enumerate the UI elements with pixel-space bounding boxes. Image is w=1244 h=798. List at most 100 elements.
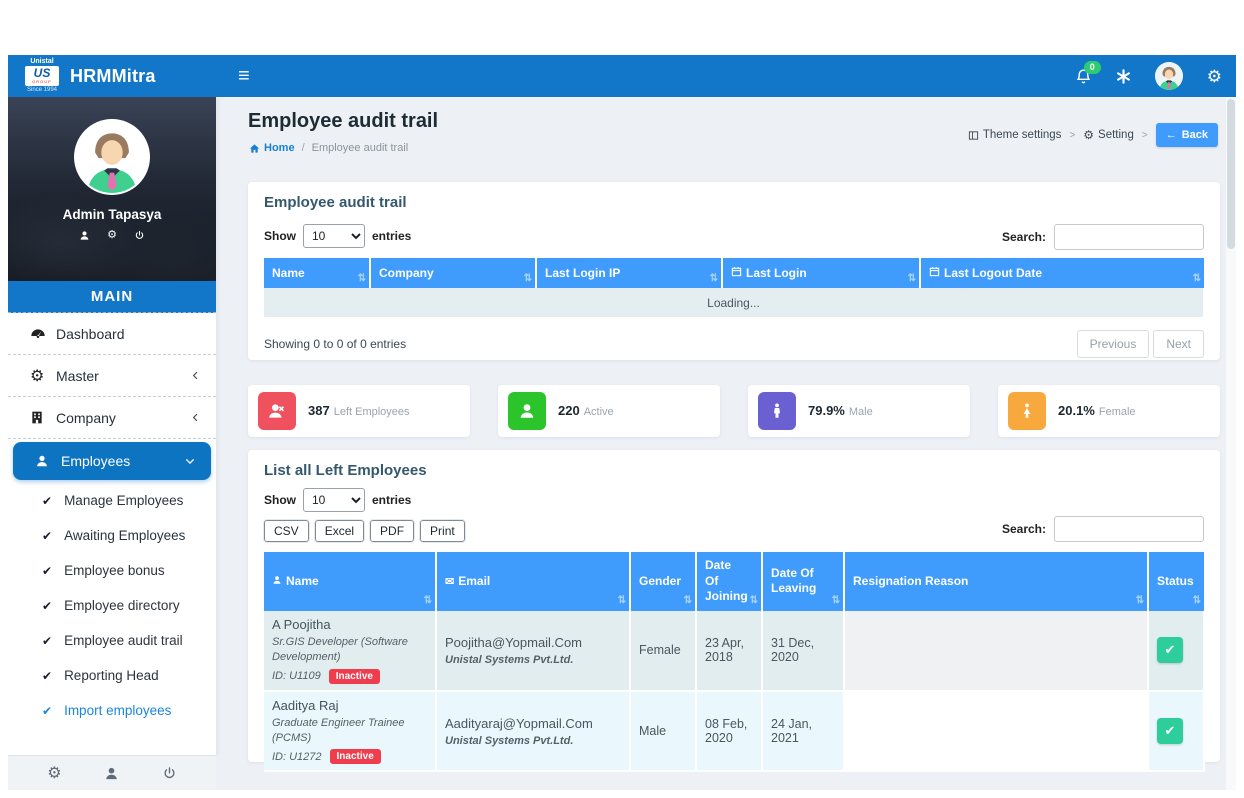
profile-logout-icon[interactable] xyxy=(134,230,145,241)
sidebar-subitem-employee-directory[interactable]: ✔ Employee directory xyxy=(8,588,216,623)
employee-role: Graduate Engineer Trainee (PCMS) xyxy=(272,716,405,744)
sidebar-item-dashboard[interactable]: Dashboard xyxy=(8,313,216,355)
sidebar-subitem-awaiting-employees[interactable]: ✔ Awaiting Employees xyxy=(8,518,216,553)
sidebar-item-master[interactable]: ⚙ Master xyxy=(8,355,216,397)
audit-search-input[interactable] xyxy=(1054,224,1204,250)
excel-button[interactable]: Excel xyxy=(313,519,366,543)
column-header-name[interactable]: Name ⇅ xyxy=(264,552,437,611)
sidebar-subitem-manage-employees[interactable]: ✔ Manage Employees xyxy=(8,483,216,518)
search-label: Search: xyxy=(1001,230,1046,244)
submenu-label: Employee bonus xyxy=(64,563,165,578)
left-show-entries: Show 10 entries xyxy=(264,488,411,512)
entries-info: Showing 0 to 0 of 0 entries xyxy=(264,337,407,351)
column-header-date-of-joining[interactable]: Date Of Joining ⇅ xyxy=(696,552,763,611)
check-icon: ✔ xyxy=(42,668,53,683)
column-header-last-logout-date[interactable]: Last Logout Date ⇅ xyxy=(920,258,1204,288)
employee-email-cell: Poojitha@Yopmail.Com Unistal Systems Pvt… xyxy=(436,610,631,692)
employee-name: Aaditya Raj xyxy=(272,697,339,713)
logo-since-text: Since 1994 xyxy=(26,87,58,93)
csv-button[interactable]: CSV xyxy=(263,519,310,543)
audit-trail-card: Employee audit trail Show 10 entries Sea… xyxy=(248,182,1220,360)
scrollbar-thumb[interactable] xyxy=(1227,99,1235,249)
column-header-resignation-reason[interactable]: Resignation Reason ⇅ xyxy=(844,552,1149,611)
envelope-icon: ✉ xyxy=(445,575,455,588)
brand-logo[interactable]: Unistal US GROUP Since 1994 HRMMitra xyxy=(8,55,216,97)
sidebar-subitem-employee-audit-trail[interactable]: ✔ Employee audit trail xyxy=(8,623,216,658)
footer-power-icon[interactable] xyxy=(162,766,177,781)
status-active-toggle[interactable]: ✔ xyxy=(1157,718,1183,745)
home-icon xyxy=(249,143,260,154)
calendar-icon xyxy=(731,266,742,277)
profile-user-icon[interactable] xyxy=(79,230,90,241)
check-icon: ✔ xyxy=(42,528,53,543)
sidebar-item-label: Employees xyxy=(61,453,131,469)
footer-settings-icon[interactable]: ⚙ xyxy=(47,765,62,782)
footer-user-icon[interactable] xyxy=(104,766,119,781)
audit-show-entries: Show 10 entries xyxy=(264,224,411,248)
column-header-status[interactable]: Status ⇅ xyxy=(1148,552,1204,611)
left-search: Search: xyxy=(1002,516,1204,542)
sort-icon: ⇅ xyxy=(831,594,840,606)
stat-value: 220 xyxy=(558,403,580,418)
theme-settings-link[interactable]: Theme settings xyxy=(968,129,1061,141)
employee-role: Sr.GIS Developer (Software Development) xyxy=(272,635,408,663)
column-header-gender[interactable]: Gender ⇅ xyxy=(630,552,697,611)
previous-page-button[interactable]: Previous xyxy=(1076,330,1150,358)
user-menu-button[interactable] xyxy=(1154,62,1183,90)
joining-date-cell: 08 Feb, 2020 xyxy=(696,690,763,773)
next-page-button[interactable]: Next xyxy=(1153,330,1204,358)
employee-name: A Poojitha xyxy=(272,616,331,632)
male-icon xyxy=(758,392,796,430)
submenu-label: Employee audit trail xyxy=(64,633,183,648)
check-icon: ✔ xyxy=(42,563,53,578)
sort-icon: ⇅ xyxy=(423,594,432,606)
pdf-button[interactable]: PDF xyxy=(369,519,416,543)
left-search-input[interactable] xyxy=(1054,516,1204,542)
stat-card-left-employees: 387 Left Employees xyxy=(248,385,470,437)
breadcrumb-home-link[interactable]: Home xyxy=(249,142,295,154)
column-header-name[interactable]: Name ⇅ xyxy=(264,258,371,288)
audit-card-title: Employee audit trail xyxy=(264,194,407,211)
status-cell: ✔ xyxy=(1148,690,1205,773)
unistal-logo: Unistal US GROUP Since 1994 xyxy=(22,58,62,94)
stat-label: Active xyxy=(583,406,614,418)
logo-group-text: GROUP xyxy=(32,79,52,84)
employee-name-cell: A Poojitha Sr.GIS Developer (Software De… xyxy=(264,610,437,692)
profile-user-name: Admin Tapasya xyxy=(62,207,162,222)
quick-actions-button[interactable] xyxy=(1116,68,1131,84)
sidebar-item-company[interactable]: Company xyxy=(8,397,216,439)
audit-page-size-select[interactable]: 10 xyxy=(303,224,365,248)
chevron-left-icon xyxy=(191,371,200,380)
sidebar-subitem-import-employees[interactable]: ✔ Import employees xyxy=(8,693,216,728)
column-header-company[interactable]: Company ⇅ xyxy=(370,258,537,288)
sidebar-item-label: Company xyxy=(56,409,116,426)
hamburger-menu-icon[interactable]: ≡ xyxy=(238,64,250,87)
audit-table: Name ⇅ Company ⇅ Last Login IP ⇅ Last Login… xyxy=(264,258,1205,319)
left-card-title: List all Left Employees xyxy=(264,462,427,479)
back-label: Back xyxy=(1181,129,1208,141)
scrollbar-track[interactable] xyxy=(1226,97,1236,790)
profile-settings-icon[interactable]: ⚙ xyxy=(107,229,117,241)
logo-square: US GROUP xyxy=(25,66,59,86)
sidebar-item-employees[interactable]: Employees xyxy=(13,442,211,480)
column-header-last-login[interactable]: Last Login ⇅ xyxy=(722,258,921,288)
column-header-last-login-ip[interactable]: Last Login IP ⇅ xyxy=(536,258,723,288)
stat-label: Female xyxy=(1098,406,1136,418)
notifications-button[interactable]: 0 xyxy=(1075,60,1101,85)
left-page-size-select[interactable]: 10 xyxy=(303,488,365,512)
pagination: Previous Next xyxy=(1076,330,1204,358)
sort-icon: ⇅ xyxy=(1192,273,1201,284)
back-button[interactable]: ← Back xyxy=(1155,123,1218,147)
column-header-date-of-leaving[interactable]: Date Of Leaving ⇅ xyxy=(762,552,845,611)
profile-avatar[interactable] xyxy=(74,119,150,195)
sidebar-subitem-employee-bonus[interactable]: ✔ Employee bonus xyxy=(8,553,216,588)
asterisk-icon xyxy=(1116,68,1131,84)
print-button[interactable]: Print xyxy=(419,519,466,543)
user-icon xyxy=(508,392,546,430)
setting-link[interactable]: ⚙ Setting xyxy=(1083,129,1134,141)
arrow-left-icon: ← xyxy=(1165,129,1177,141)
sidebar-subitem-reporting-head[interactable]: ✔ Reporting Head xyxy=(8,658,216,693)
status-active-toggle[interactable]: ✔ xyxy=(1157,637,1183,664)
settings-button[interactable]: ⚙ xyxy=(1207,68,1222,85)
column-header-email[interactable]: ✉ Email ⇅ xyxy=(436,552,631,611)
